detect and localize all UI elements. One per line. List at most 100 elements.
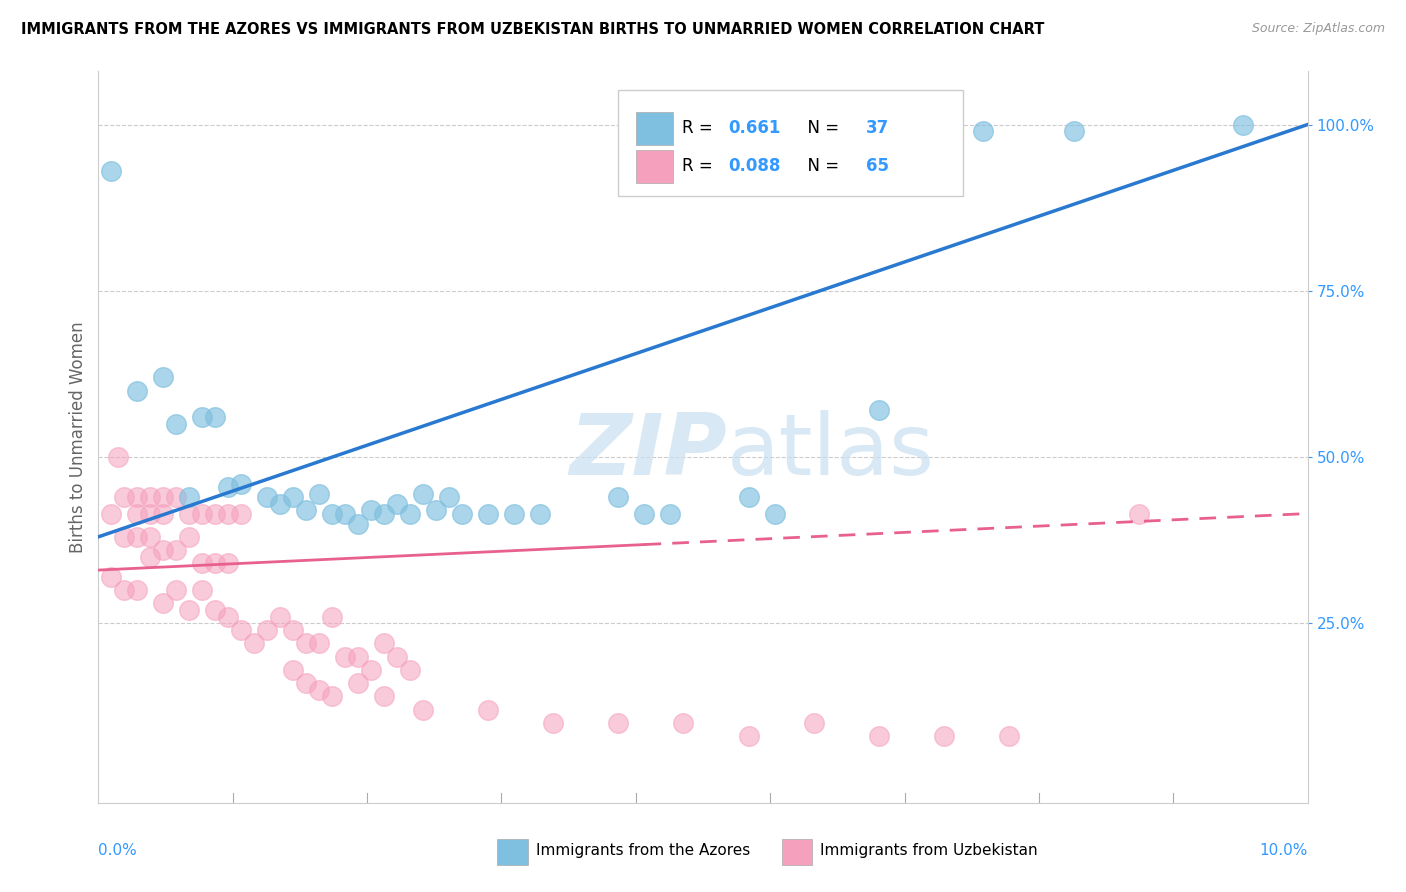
Point bbox=[347, 516, 370, 531]
FancyBboxPatch shape bbox=[637, 112, 672, 145]
Point bbox=[191, 507, 214, 521]
Text: ZIP: ZIP bbox=[569, 410, 727, 493]
Point bbox=[868, 403, 890, 417]
Point bbox=[451, 507, 474, 521]
Point bbox=[308, 682, 330, 697]
Point bbox=[425, 503, 447, 517]
Text: 10.0%: 10.0% bbox=[1260, 843, 1308, 858]
Point bbox=[204, 557, 226, 571]
Point bbox=[295, 503, 318, 517]
Point bbox=[243, 636, 266, 650]
Point bbox=[373, 507, 395, 521]
FancyBboxPatch shape bbox=[498, 839, 527, 865]
Point bbox=[204, 507, 226, 521]
Point bbox=[165, 582, 187, 597]
Point bbox=[283, 490, 305, 504]
Point bbox=[1128, 507, 1150, 521]
Point bbox=[972, 124, 994, 138]
Point bbox=[107, 450, 129, 464]
Point bbox=[127, 530, 149, 544]
Point bbox=[295, 676, 318, 690]
Point bbox=[256, 623, 278, 637]
Text: 65: 65 bbox=[866, 158, 889, 176]
Point bbox=[204, 410, 226, 425]
Point bbox=[231, 623, 253, 637]
Point bbox=[737, 729, 759, 743]
Point bbox=[477, 507, 499, 521]
Point bbox=[256, 490, 278, 504]
Point bbox=[932, 729, 955, 743]
Text: 0.088: 0.088 bbox=[728, 158, 780, 176]
Point bbox=[127, 582, 149, 597]
Point bbox=[191, 410, 214, 425]
Point bbox=[127, 490, 149, 504]
Text: 0.0%: 0.0% bbox=[98, 843, 138, 858]
Point bbox=[179, 603, 201, 617]
Point bbox=[165, 417, 187, 431]
Text: atlas: atlas bbox=[727, 410, 935, 493]
Point bbox=[503, 507, 526, 521]
Text: Immigrants from the Azores: Immigrants from the Azores bbox=[536, 843, 751, 858]
Point bbox=[152, 490, 174, 504]
Point bbox=[335, 507, 357, 521]
Point bbox=[165, 543, 187, 558]
Point bbox=[152, 507, 174, 521]
Point bbox=[112, 490, 135, 504]
Point bbox=[179, 507, 201, 521]
Point bbox=[412, 703, 434, 717]
Point bbox=[543, 716, 565, 731]
Point bbox=[112, 530, 135, 544]
Point bbox=[321, 690, 343, 704]
Point bbox=[529, 507, 551, 521]
Point bbox=[633, 507, 655, 521]
Point bbox=[283, 663, 305, 677]
Point bbox=[152, 543, 174, 558]
Text: IMMIGRANTS FROM THE AZORES VS IMMIGRANTS FROM UZBEKISTAN BIRTHS TO UNMARRIED WOM: IMMIGRANTS FROM THE AZORES VS IMMIGRANTS… bbox=[21, 22, 1045, 37]
Point bbox=[283, 623, 305, 637]
Point bbox=[152, 596, 174, 610]
Point bbox=[335, 649, 357, 664]
Point bbox=[439, 490, 461, 504]
Point bbox=[179, 490, 201, 504]
Point bbox=[387, 497, 409, 511]
Point bbox=[204, 603, 226, 617]
Point bbox=[269, 609, 291, 624]
Point bbox=[191, 557, 214, 571]
FancyBboxPatch shape bbox=[782, 839, 811, 865]
Y-axis label: Births to Unmarried Women: Births to Unmarried Women bbox=[69, 321, 87, 553]
Point bbox=[139, 530, 162, 544]
Point bbox=[112, 582, 135, 597]
Point bbox=[659, 507, 682, 521]
Point bbox=[672, 716, 695, 731]
Point bbox=[607, 490, 630, 504]
Point bbox=[1063, 124, 1085, 138]
Text: R =: R = bbox=[682, 158, 718, 176]
Text: N =: N = bbox=[797, 158, 845, 176]
Point bbox=[360, 663, 382, 677]
Point bbox=[373, 690, 395, 704]
Point bbox=[360, 503, 382, 517]
Point bbox=[217, 609, 239, 624]
Point bbox=[737, 490, 759, 504]
Text: Immigrants from Uzbekistan: Immigrants from Uzbekistan bbox=[820, 843, 1038, 858]
Point bbox=[1232, 118, 1254, 132]
Text: R =: R = bbox=[682, 120, 718, 137]
Point bbox=[231, 507, 253, 521]
Point bbox=[179, 530, 201, 544]
Text: N =: N = bbox=[797, 120, 845, 137]
Point bbox=[127, 507, 149, 521]
Point bbox=[152, 370, 174, 384]
Point bbox=[217, 480, 239, 494]
Point bbox=[607, 716, 630, 731]
Point bbox=[763, 507, 786, 521]
Point bbox=[217, 557, 239, 571]
Point bbox=[321, 507, 343, 521]
Point bbox=[231, 476, 253, 491]
Point bbox=[308, 636, 330, 650]
Text: 0.661: 0.661 bbox=[728, 120, 780, 137]
Point bbox=[191, 582, 214, 597]
Point bbox=[295, 636, 318, 650]
Point bbox=[347, 676, 370, 690]
Point bbox=[477, 703, 499, 717]
Point bbox=[412, 486, 434, 500]
